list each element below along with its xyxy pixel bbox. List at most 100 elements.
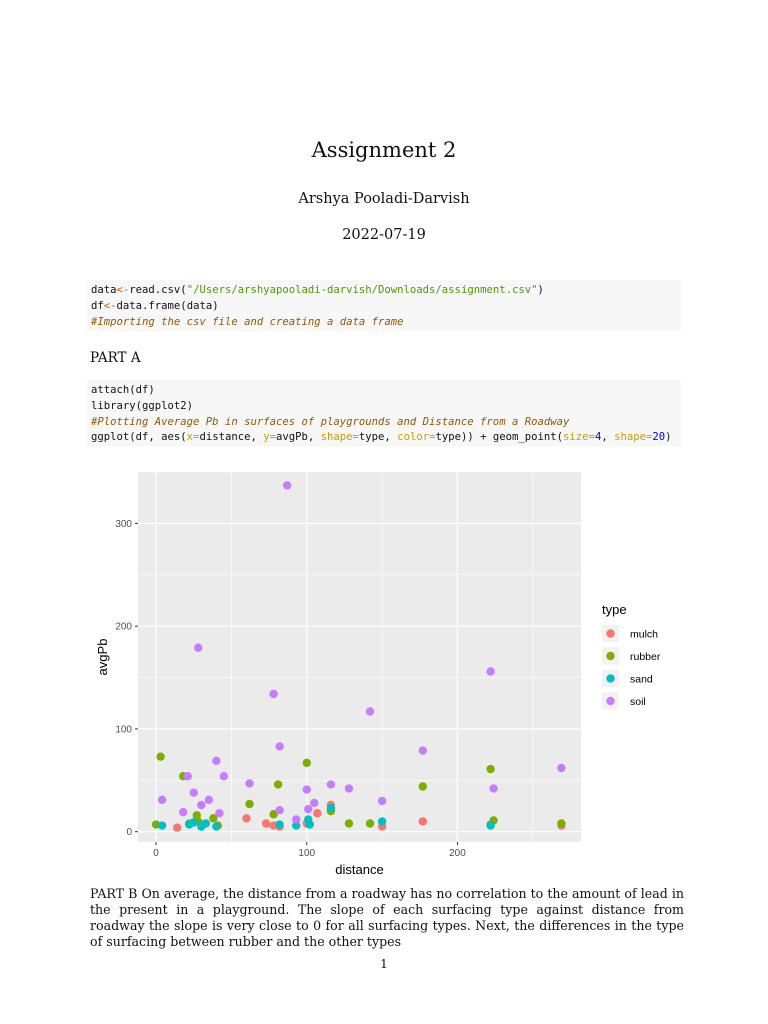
point-sand <box>486 821 495 830</box>
point-soil <box>326 780 336 789</box>
point-soil <box>189 788 198 797</box>
legend-label-rubber: rubber <box>630 651 661 663</box>
point-sand <box>201 819 211 828</box>
point-mulch <box>418 817 427 826</box>
plot-panel <box>138 472 581 842</box>
document-author: Arshya Pooladi-Darvish <box>298 191 470 207</box>
code-token: type, <box>358 431 398 444</box>
code-token: , <box>601 431 615 444</box>
point-rubber <box>269 810 278 819</box>
code-line: #Plotting Average Pb in surfaces of play… <box>91 415 677 431</box>
point-rubber <box>209 814 218 823</box>
code-token: 4 <box>594 431 602 444</box>
point-sand <box>377 817 387 826</box>
point-soil <box>486 667 495 676</box>
point-soil <box>365 707 375 716</box>
y-tick-label: 200 <box>115 622 132 633</box>
code-token: shape= <box>320 431 359 444</box>
point-sand <box>212 822 221 831</box>
section-heading-part-a: PART A <box>90 350 141 366</box>
point-rubber <box>557 819 566 828</box>
point-rubber <box>418 782 427 791</box>
point-rubber <box>156 752 165 761</box>
point-soil <box>183 772 192 781</box>
code-token: #Importing the csv file and creating a d… <box>91 315 404 328</box>
code-token: avgPb, <box>275 431 321 444</box>
point-mulch <box>313 809 322 818</box>
point-soil <box>557 763 566 773</box>
point-sand <box>305 820 314 829</box>
point-sand <box>157 821 167 830</box>
point-soil <box>344 784 354 793</box>
code-line: attach(df) <box>91 383 677 399</box>
x-tick-label: 100 <box>298 848 315 859</box>
point-sand <box>326 803 336 813</box>
legend-key-mulch <box>606 629 615 638</box>
point-rubber <box>273 780 283 789</box>
code-token: attach(df) <box>91 384 155 396</box>
document-title: Assignment 2 <box>311 138 457 162</box>
point-mulch <box>261 819 271 828</box>
point-soil <box>204 795 214 805</box>
point-soil <box>212 756 221 766</box>
point-sand <box>292 821 301 830</box>
code-token: <- <box>103 299 117 312</box>
code-token: type)) + geom_point( <box>435 431 564 444</box>
legend-label-mulch: mulch <box>630 629 658 641</box>
y-tick-label: 0 <box>126 827 132 838</box>
x-tick-label: 200 <box>449 848 466 859</box>
point-soil <box>489 784 498 793</box>
code-line: ggplot(df, aes(x=distance, y=avgPb, shap… <box>91 430 677 446</box>
point-soil <box>194 643 203 652</box>
legend-key-soil <box>606 696 615 706</box>
code-token: data.frame(data) <box>116 299 219 312</box>
code-token: distance, <box>199 431 264 444</box>
point-soil <box>302 785 311 794</box>
y-tick-label: 300 <box>115 519 132 530</box>
code-line: #Importing the csv file and creating a d… <box>91 315 677 331</box>
code-token: color= <box>397 431 436 444</box>
legend-key-sand <box>606 674 615 683</box>
code-block-import: data <- read.csv("/Users/arshyapooladi-dar… <box>87 280 681 331</box>
code-token: size= <box>563 431 595 444</box>
code-token: 20 <box>652 431 666 444</box>
point-soil <box>377 796 387 806</box>
point-soil <box>275 805 284 815</box>
point-sand <box>189 818 198 827</box>
point-soil <box>282 481 292 490</box>
legend-label-sand: sand <box>630 674 653 686</box>
point-rubber <box>344 819 354 828</box>
code-token: ggplot(df, aes( <box>91 431 187 444</box>
point-soil <box>275 742 284 751</box>
point-soil <box>197 800 206 810</box>
point-soil <box>418 746 427 755</box>
point-soil <box>215 809 224 818</box>
code-line: data<-read.csv("/Users/arshyapooladi-dar… <box>91 283 677 299</box>
point-soil <box>219 772 229 781</box>
point-rubber <box>302 758 311 768</box>
y-axis-label: avgPb <box>95 639 110 676</box>
document-date: 2022-07-19 <box>342 227 426 243</box>
code-token: read.csv( <box>129 284 187 296</box>
point-soil <box>310 798 319 808</box>
point-rubber <box>245 799 254 809</box>
point-mulch <box>172 823 182 832</box>
code-token: "/Users/arshyapooladi-darvish/Downloads/… <box>186 284 538 296</box>
code-token: library(ggplot2) <box>91 399 194 412</box>
point-soil <box>292 815 301 824</box>
point-soil <box>304 804 313 814</box>
body-paragraph: PART B On average, the distance from a r… <box>90 886 684 949</box>
code-token: data <box>91 284 117 296</box>
point-soil <box>179 807 188 817</box>
legend-label-soil: soil <box>630 696 646 708</box>
page-number: 1 <box>380 957 388 971</box>
code-token: y= <box>263 431 276 444</box>
code-token: ) <box>665 431 672 444</box>
code-line: library(ggplot2) <box>91 399 677 415</box>
code-token: #Plotting Average Pb in surfaces of play… <box>91 415 570 428</box>
code-token: df <box>91 299 104 312</box>
code-line: df<-data.frame(data) <box>91 299 677 315</box>
code-token: shape= <box>614 431 653 444</box>
point-sand <box>275 820 284 829</box>
